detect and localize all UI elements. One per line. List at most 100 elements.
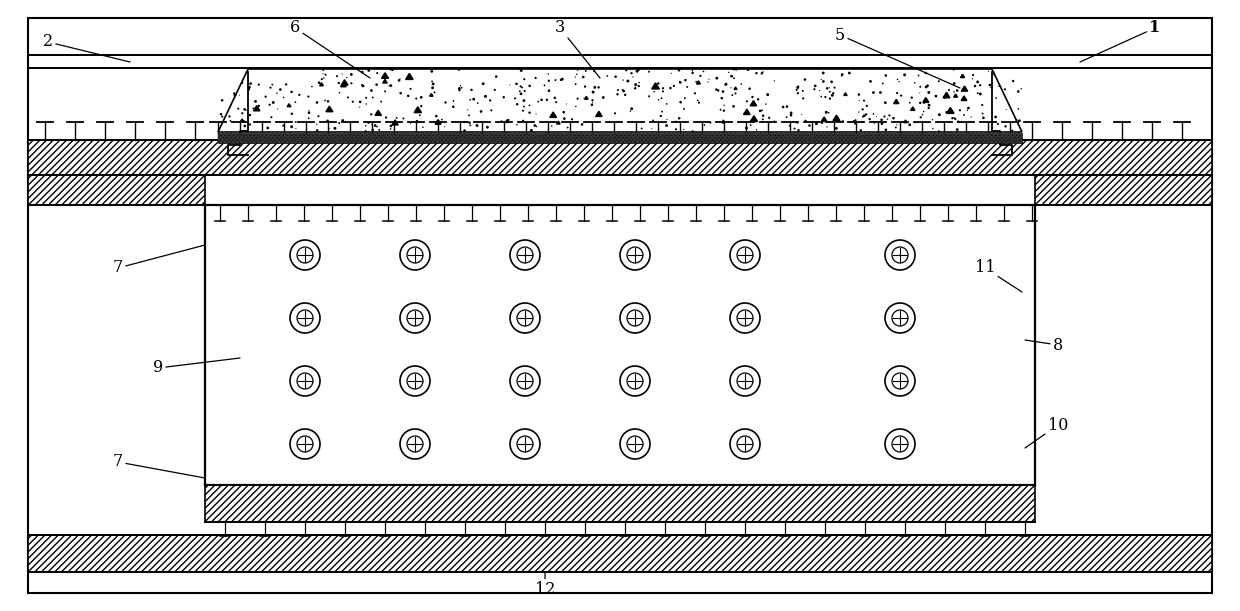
Point [249, 79, 269, 89]
Point [554, 108, 574, 117]
Point [816, 108, 836, 117]
Polygon shape [744, 109, 750, 114]
Point [450, 81, 470, 91]
Point [683, 68, 703, 78]
Point [341, 70, 361, 79]
Point [367, 122, 387, 131]
Point [398, 91, 418, 101]
Point [986, 112, 1006, 122]
Point [874, 112, 894, 122]
Polygon shape [844, 93, 847, 95]
Point [885, 123, 905, 133]
Point [534, 81, 554, 90]
Point [273, 121, 293, 131]
Point [753, 114, 773, 124]
Point [698, 77, 718, 87]
Point [916, 68, 936, 78]
Point [319, 123, 339, 133]
Point [622, 68, 642, 78]
Polygon shape [506, 120, 508, 122]
Point [567, 70, 587, 79]
Point [358, 117, 378, 127]
Point [806, 119, 826, 129]
Point [520, 101, 539, 111]
Point [675, 104, 694, 114]
Point [608, 89, 627, 99]
Polygon shape [954, 94, 957, 97]
Point [286, 123, 306, 133]
Point [875, 125, 895, 134]
Point [724, 101, 744, 111]
Point [817, 84, 837, 93]
Point [236, 105, 255, 115]
Point [512, 82, 532, 92]
Point [451, 83, 471, 93]
Point [626, 79, 646, 89]
Point [459, 111, 479, 120]
Point [513, 96, 533, 106]
Point [224, 89, 244, 98]
Point [449, 84, 469, 93]
Point [367, 68, 387, 78]
Point [379, 81, 399, 90]
Point [538, 69, 558, 79]
Point [486, 71, 506, 81]
Point [879, 111, 899, 120]
Point [832, 71, 852, 81]
Point [961, 112, 981, 122]
Point [786, 85, 806, 95]
Point [817, 122, 837, 132]
Point [616, 65, 636, 75]
Bar [29, 140, 1211, 175]
Point [629, 65, 649, 75]
Point [511, 65, 531, 75]
Point [677, 82, 697, 92]
Point [412, 101, 432, 111]
Point [748, 95, 768, 104]
Point [485, 85, 505, 95]
Point [859, 114, 879, 124]
Point [376, 87, 396, 97]
Point [362, 86, 382, 95]
Point [450, 86, 470, 95]
Point [389, 76, 409, 86]
Polygon shape [341, 82, 346, 87]
Point [520, 81, 539, 90]
Point [959, 103, 978, 113]
Point [863, 109, 883, 119]
Point [391, 74, 410, 84]
Point [471, 106, 491, 116]
Point [376, 112, 396, 122]
Point [863, 87, 883, 97]
Point [391, 89, 410, 98]
Point [234, 104, 254, 114]
Point [971, 89, 991, 99]
Text: 7: 7 [113, 245, 205, 277]
Point [777, 101, 797, 111]
Point [605, 108, 625, 118]
Text: 5: 5 [835, 26, 960, 88]
Point [598, 71, 618, 81]
Point [682, 65, 702, 75]
Point [370, 125, 389, 135]
Polygon shape [435, 120, 440, 124]
Point [474, 79, 494, 89]
Point [780, 121, 800, 131]
Point [393, 114, 413, 123]
Point [281, 109, 301, 119]
Point [544, 93, 564, 103]
Point [467, 120, 487, 130]
Point [856, 109, 875, 119]
Point [605, 72, 625, 82]
Point [407, 93, 427, 103]
Point [820, 83, 839, 93]
Point [407, 104, 427, 114]
Point [861, 76, 880, 86]
Point [363, 93, 383, 103]
Point [873, 79, 893, 89]
Point [381, 124, 401, 134]
Point [522, 125, 542, 135]
Point [507, 100, 527, 109]
Point [930, 110, 950, 120]
Point [515, 75, 534, 84]
